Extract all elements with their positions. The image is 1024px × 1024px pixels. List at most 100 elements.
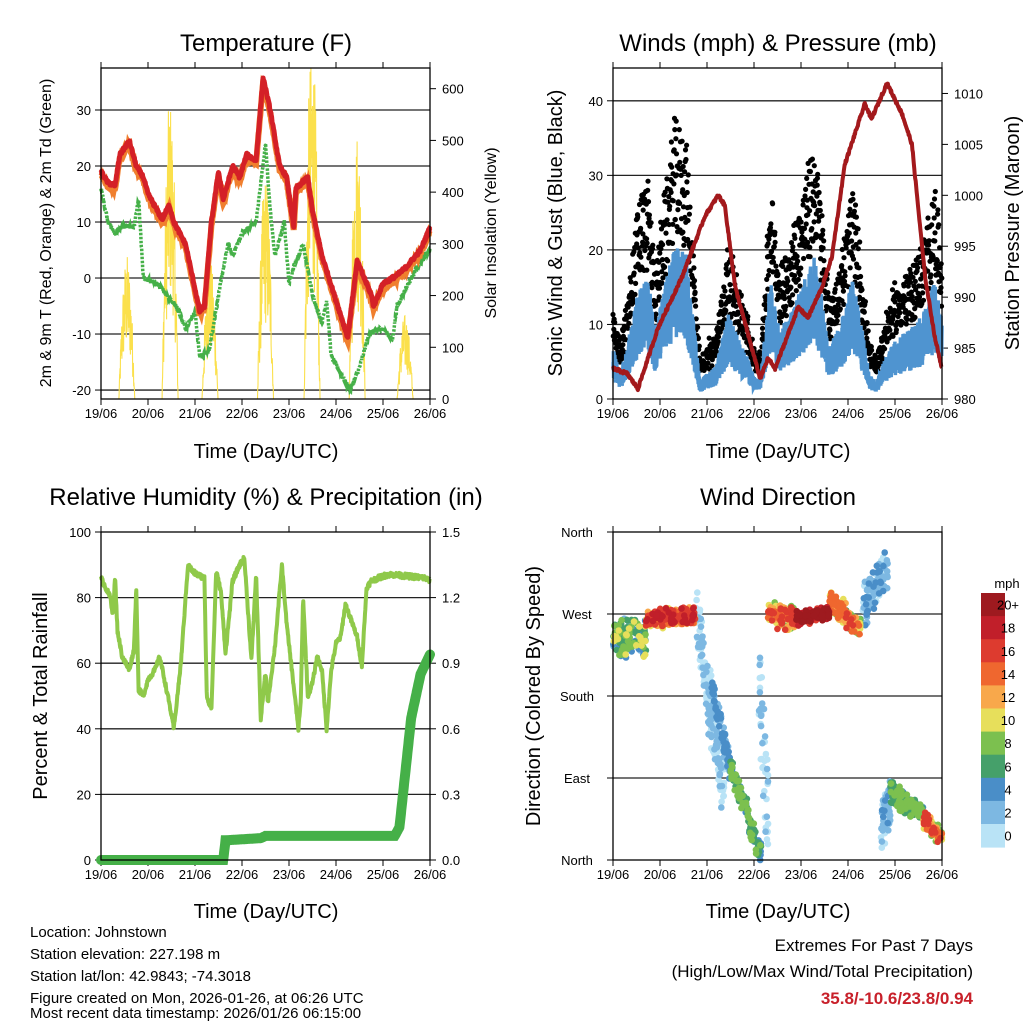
gust-point <box>653 311 659 317</box>
y-right-tick-label: 980 <box>954 392 976 407</box>
gust-point <box>853 230 859 236</box>
gust-point <box>931 196 938 202</box>
y-right-tick-label: 200 <box>442 289 464 304</box>
direction-point <box>704 710 712 718</box>
y-tick-label: 0 <box>84 853 91 868</box>
x-tick-label: 23/06 <box>273 406 306 421</box>
direction-point <box>914 811 921 819</box>
gust-point <box>839 263 845 269</box>
gust-point <box>807 244 813 250</box>
colorbar-label: 16 <box>1001 644 1015 659</box>
gust-point <box>882 346 888 352</box>
gust-point <box>696 343 702 349</box>
gust-point <box>820 227 826 233</box>
direction-point <box>777 605 784 613</box>
direction-point <box>839 606 846 614</box>
gust-point <box>907 279 914 285</box>
gust-point <box>839 246 845 253</box>
gust-point <box>929 222 935 228</box>
x-tick-label: 24/06 <box>832 406 865 421</box>
direction-point <box>742 802 749 809</box>
gust-point <box>804 175 810 181</box>
gust-point <box>773 263 779 269</box>
gust-point <box>797 283 803 289</box>
gust-point <box>625 325 631 331</box>
gust-point <box>640 239 646 245</box>
gust-point <box>669 164 675 170</box>
direction-point <box>802 607 810 614</box>
direction-point <box>748 836 755 844</box>
gust-point <box>671 181 677 187</box>
gust-point <box>676 127 682 133</box>
gust-point <box>814 182 820 188</box>
direction-point <box>842 614 850 621</box>
gust-point <box>650 242 656 248</box>
direction-point <box>723 740 730 748</box>
elevation-text: Station elevation: 227.198 m <box>30 946 220 963</box>
direction-point <box>877 578 884 586</box>
gust-point <box>657 250 663 256</box>
direction-point <box>618 616 625 624</box>
x-tick-label: 19/06 <box>597 406 630 421</box>
x-tick-label: 20/06 <box>132 867 165 882</box>
gust-point <box>765 241 771 247</box>
gust-point <box>795 276 801 283</box>
direction-point <box>638 642 645 649</box>
direction-point <box>871 599 879 606</box>
gust-point <box>790 264 796 270</box>
gust-point <box>792 235 798 241</box>
direction-point <box>887 780 895 787</box>
direction-point <box>683 619 691 627</box>
gust-point <box>745 313 751 320</box>
gust-point <box>931 203 937 209</box>
direction-point <box>644 616 651 623</box>
gust-point <box>901 283 907 289</box>
gust-point <box>905 283 911 289</box>
direction-point <box>880 562 887 570</box>
gust-point <box>805 212 811 218</box>
x-tick-label: 19/06 <box>85 867 118 882</box>
direction-point <box>862 593 870 601</box>
gust-point <box>789 248 796 254</box>
x-tick-label: 26/06 <box>414 406 447 421</box>
gust-point <box>786 257 792 263</box>
gust-point <box>847 265 853 271</box>
direction-point <box>623 616 631 624</box>
direction-point <box>718 798 725 805</box>
gust-point <box>851 208 858 214</box>
direction-point <box>876 568 883 575</box>
gust-point <box>680 163 686 170</box>
direction-point <box>907 812 915 819</box>
gust-point <box>670 198 676 204</box>
gust-point <box>909 293 915 300</box>
gust-point <box>869 347 875 353</box>
gust-point <box>897 310 903 316</box>
gust-point <box>677 159 683 165</box>
gust-point <box>935 211 941 217</box>
direction-point <box>903 791 911 798</box>
direction-point <box>635 633 643 640</box>
y-tick-label: 0 <box>84 271 91 286</box>
gust-point <box>786 295 792 301</box>
gust-point <box>821 238 827 244</box>
direction-point <box>863 608 871 616</box>
dewpoint-line <box>99 143 432 396</box>
winds-ylabel: Sonic Wind & Gust (Blue, Black) <box>545 90 567 377</box>
gust-point <box>841 301 847 307</box>
gust-point <box>686 211 693 217</box>
direction-point <box>764 778 772 785</box>
gust-point <box>895 291 902 297</box>
direction-point <box>768 617 776 624</box>
gust-point <box>920 290 926 296</box>
direction-point <box>700 671 707 679</box>
gust-point <box>915 265 921 271</box>
y-right-tick-label: 100 <box>442 340 464 355</box>
gust-point <box>663 271 669 277</box>
temperature-xlabel: Time (Day/UTC) <box>194 441 339 463</box>
colorbar-label: 2 <box>1004 805 1011 820</box>
gust-point <box>800 202 806 208</box>
gust-point <box>790 292 796 298</box>
y-tick-label: 80 <box>77 591 91 606</box>
y-tick-label: East <box>564 771 590 786</box>
gust-point <box>853 214 860 220</box>
